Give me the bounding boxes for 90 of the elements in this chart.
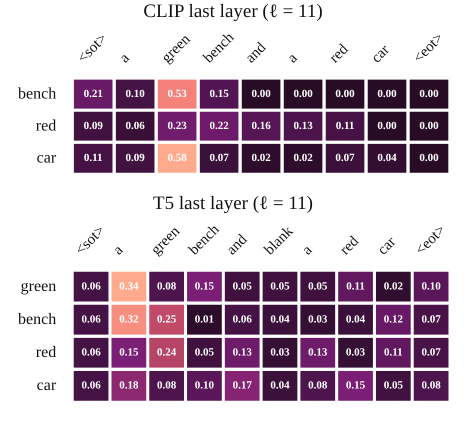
data-label: 0.04	[377, 152, 398, 164]
chart-title: T5 last layer (ℓ = 11)	[152, 192, 314, 216]
data-label: 0.23	[168, 120, 188, 132]
data-label: 0.04	[270, 380, 290, 392]
y-tick-label: car	[36, 150, 57, 167]
y-tick-label: bench	[18, 310, 56, 328]
data-label: 0.07	[335, 152, 356, 164]
data-label: 0.07	[210, 152, 230, 164]
x-tick-label: and	[224, 231, 251, 258]
data-label: 0.32	[119, 314, 139, 326]
data-label: 0.05	[308, 280, 328, 292]
data-label: 0.02	[293, 152, 314, 164]
x-tick-label: <eot>	[410, 30, 447, 66]
x-tick-label: and	[242, 39, 270, 66]
data-label: 0.11	[346, 280, 365, 292]
y-tick-label: bench	[18, 85, 56, 102]
data-label: 0.15	[194, 280, 215, 292]
data-label: 0.08	[308, 380, 328, 392]
data-label: 0.08	[157, 380, 177, 392]
data-label: 0.08	[157, 280, 177, 292]
data-label: 0.06	[81, 314, 102, 326]
data-label: 0.11	[384, 346, 403, 359]
data-label: 0.09	[84, 120, 104, 132]
x-tick-label: a	[116, 50, 134, 66]
data-label: 0.11	[336, 120, 354, 132]
data-label: 0.11	[84, 152, 103, 164]
y-tick-label: green	[20, 278, 56, 295]
data-label: 0.07	[421, 346, 442, 359]
data-label: 0.01	[194, 314, 214, 326]
data-label: 0.10	[421, 280, 442, 292]
y-tick-label: car	[36, 377, 57, 394]
data-label: 0.00	[419, 152, 440, 164]
data-label: 0.05	[194, 346, 215, 359]
data-label: 0.00	[419, 88, 440, 100]
data-label: 0.00	[335, 88, 356, 100]
data-label: 0.05	[270, 280, 290, 292]
x-tick-label: car	[374, 234, 400, 258]
data-label: 0.06	[81, 280, 102, 292]
data-label: 0.09	[126, 152, 146, 164]
x-tick-label: <sot>	[72, 222, 108, 258]
data-label: 0.16	[251, 120, 272, 132]
data-label: 0.13	[232, 346, 252, 359]
data-label: 0.03	[270, 346, 290, 359]
data-label: 0.06	[81, 346, 102, 359]
data-label: 0.15	[119, 346, 139, 359]
data-label: 0.25	[157, 314, 177, 326]
data-label: 0.15	[346, 380, 366, 392]
x-tick-label: a	[284, 50, 301, 66]
data-label: 0.07	[421, 314, 442, 326]
x-tick-label: red	[326, 41, 352, 66]
data-label: 0.18	[119, 380, 139, 392]
data-label: 0.00	[377, 120, 398, 132]
y-tick-label: red	[36, 117, 56, 134]
data-label: 0.13	[293, 120, 314, 132]
x-tick-label: car	[368, 42, 393, 66]
data-label: 0.06	[126, 120, 146, 132]
data-label: 0.02	[384, 280, 404, 292]
data-label: 0.10	[194, 380, 215, 392]
data-label: 0.12	[384, 314, 404, 326]
data-label: 0.04	[270, 314, 290, 326]
data-label: 0.21	[84, 88, 103, 100]
data-label: 0.05	[232, 280, 252, 292]
x-tick-label: a	[299, 242, 316, 258]
data-label: 0.34	[119, 280, 139, 292]
data-label: 0.04	[346, 314, 366, 326]
x-tick-label: red	[337, 233, 362, 258]
data-label: 0.00	[293, 88, 314, 100]
data-label: 0.24	[157, 346, 177, 359]
chart-title: CLIP last layer (ℓ = 11)	[142, 0, 324, 24]
data-label: 0.05	[384, 380, 404, 392]
data-label: 0.00	[251, 88, 272, 100]
data-label: 0.03	[308, 314, 328, 326]
x-tick-label: <eot>	[412, 222, 449, 258]
y-tick-label: red	[36, 344, 56, 361]
data-label: 0.53	[168, 88, 188, 100]
data-label: 0.58	[168, 152, 188, 164]
data-label: 0.03	[346, 346, 366, 359]
data-label: 0.22	[210, 120, 230, 132]
data-label: 0.06	[81, 380, 102, 392]
data-label: 0.06	[232, 314, 252, 326]
x-tick-label: a	[110, 242, 127, 258]
data-label: 0.08	[421, 380, 442, 392]
data-label: 0.02	[251, 152, 272, 164]
data-label: 0.15	[210, 88, 230, 100]
data-label: 0.17	[232, 380, 252, 392]
data-label: 0.10	[126, 88, 146, 100]
data-label: 0.00	[377, 88, 398, 100]
x-tick-label: <sot>	[74, 30, 110, 66]
data-label: 0.00	[419, 120, 440, 132]
data-label: 0.13	[308, 346, 328, 359]
